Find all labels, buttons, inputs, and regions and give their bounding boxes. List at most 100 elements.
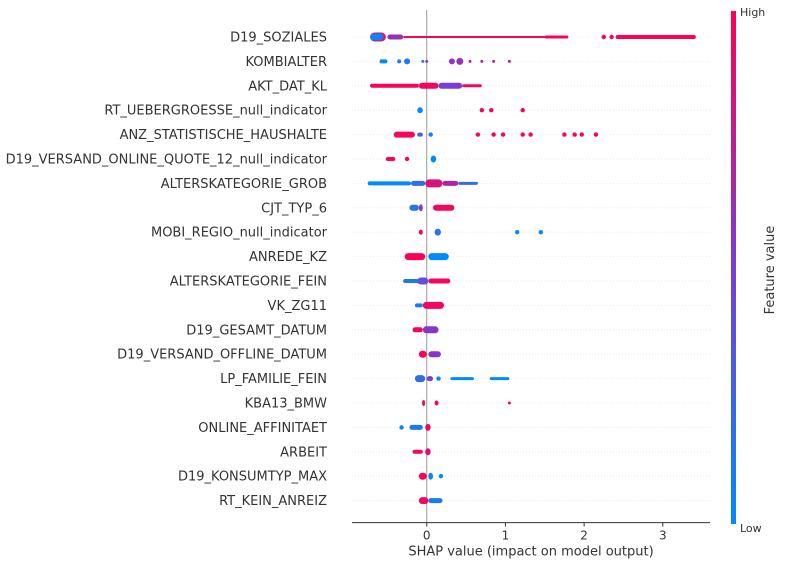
shap-dot [425, 59, 429, 63]
colorbar-title: Feature value [763, 226, 778, 315]
shap-dot-cluster [425, 179, 443, 188]
shap-dot [520, 108, 525, 113]
shap-dot [492, 59, 496, 63]
shap-dot-cluster [544, 35, 569, 39]
feature-label: KBA13_BMW [245, 397, 328, 412]
shap-dot-cluster [422, 301, 445, 309]
shap-dot-cluster [428, 498, 443, 504]
shap-dot [475, 132, 481, 137]
feature-label: D19_VERSAND_OFFLINE_DATUM [117, 348, 327, 363]
x-axis-title: SHAP value (impact on model output) [408, 545, 653, 560]
shap-dot-cluster [422, 326, 439, 334]
shap-dot-cluster [422, 400, 426, 406]
feature-labels: D19_SOZIALES KOMBIALTER AKT_DAT_KL RT_UEBER… [6, 31, 328, 510]
shap-dot [456, 57, 464, 65]
shap-dot-cluster [370, 33, 384, 41]
shap-dot-cluster [489, 377, 510, 381]
shap-dot [520, 132, 525, 137]
shap-dot [489, 108, 494, 113]
shap-dot [579, 132, 584, 137]
shap-dot-cluster [428, 351, 441, 358]
shap-dot-cluster [418, 82, 439, 89]
shap-dot [421, 59, 425, 63]
shap-dot-cluster [417, 277, 429, 285]
shap-dot-cluster [404, 253, 426, 261]
shap-dot [479, 108, 485, 113]
shap-dot-cluster [417, 132, 423, 137]
shap-dot-cluster [430, 155, 437, 163]
shap-dot [404, 156, 410, 162]
shap-dot-cluster [418, 472, 427, 480]
shap-dot-cluster [418, 497, 429, 505]
shap-dot-cluster [411, 180, 426, 186]
feature-label: ANZ_STATISTISCHE_HAUSHALTE [120, 128, 327, 143]
shap-dot-cluster [450, 377, 474, 381]
shap-dot-cluster [425, 448, 431, 456]
feature-label: AKT_DAT_KL [248, 79, 327, 94]
feature-label: ANREDE_KZ [249, 250, 327, 265]
shap-dot [491, 132, 496, 137]
shap-dot-cluster [418, 350, 427, 358]
shap-dot-cluster [403, 36, 565, 38]
shap-dot-cluster [393, 131, 415, 138]
shap-dot-cluster [418, 204, 423, 212]
feature-label: ONLINE_AFFINITAET [198, 421, 327, 436]
shap-dot [448, 58, 455, 65]
shap-dot-cluster [438, 82, 463, 89]
shap-dot [538, 230, 544, 235]
feature-label: LP_FAMILIE_FEIN [220, 372, 327, 387]
shap-dot [436, 376, 441, 381]
shap-dot-cluster [409, 204, 419, 211]
x-tick-label: 1 [502, 529, 510, 543]
shap-dot-cluster [428, 278, 451, 284]
shap-dot [528, 132, 533, 137]
shap-dot-cluster [412, 449, 423, 454]
shap-dot-cluster [458, 181, 478, 185]
shap-dot-cluster [428, 472, 434, 480]
shap-dot-cluster [428, 253, 449, 261]
feature-label: D19_VERSAND_ONLINE_QUOTE_12_null_indicat… [6, 153, 328, 168]
shap-dot-cluster [433, 204, 455, 211]
shap-dot-cluster [409, 424, 423, 430]
row-gridlines [352, 36, 710, 502]
shap-dot-cluster [370, 83, 419, 88]
x-tick-label: 0 [423, 529, 431, 543]
x-tick-label: 3 [659, 529, 667, 543]
shap-dot-cluster [367, 181, 412, 186]
shap-dot [507, 59, 511, 63]
shap-dot-cluster [426, 376, 434, 382]
feature-label: CJT_TYP_6 [261, 201, 327, 216]
feature-label: KOMBIALTER [245, 55, 327, 70]
shap-dot [507, 401, 511, 405]
shap-dot [480, 59, 484, 63]
shap-dot-cluster [442, 180, 459, 186]
shap-dot-cluster [434, 228, 441, 236]
colorbar [731, 11, 736, 524]
shap-dot-cluster [379, 59, 388, 64]
shap-dot-cluster [414, 303, 423, 308]
feature-label: ARBEIT [280, 445, 327, 460]
x-axis: 0 1 2 3 [352, 522, 710, 543]
colorbar-low-label: Low [740, 522, 762, 535]
shap-dot [428, 132, 433, 137]
shap-dot [609, 34, 614, 40]
shap-dot-cluster [414, 375, 426, 383]
shap-dot [404, 58, 411, 65]
feature-label: ALTERSKATEGORIE_GROB [161, 177, 327, 192]
shap-dot [515, 230, 520, 235]
shap-dot [593, 132, 599, 137]
colorbar-high-label: High [740, 6, 765, 19]
shap-dot-cluster [615, 35, 696, 39]
shap-dot-cluster [417, 107, 423, 114]
shap-dot [438, 474, 444, 479]
shap-dot-cluster [387, 34, 404, 40]
shap-dot-cluster [412, 327, 423, 333]
feature-label: D19_GESAMT_DATUM [186, 323, 327, 338]
shap-dot-cluster [462, 84, 482, 88]
shap-dot [601, 34, 606, 40]
feature-label: RT_KEIN_ANREIZ [219, 494, 327, 509]
feature-label: D19_KONSUMTYP_MAX [178, 470, 327, 485]
x-tick-label: 2 [580, 529, 588, 543]
feature-label: RT_UEBERGROESSE_null_indicator [104, 104, 327, 119]
